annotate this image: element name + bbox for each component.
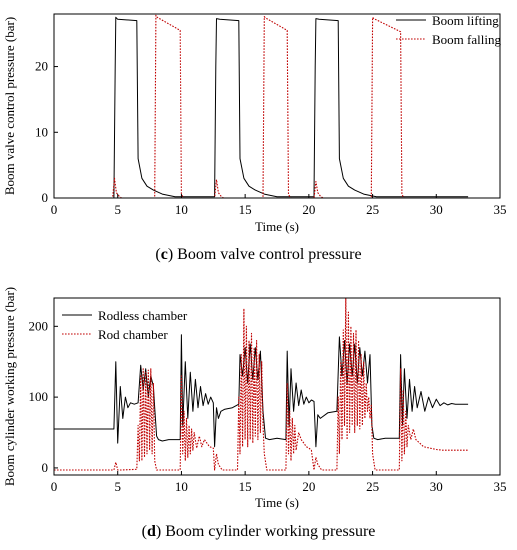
series-line-0-1: [54, 14, 469, 199]
x-tick-label: 20: [302, 479, 315, 494]
x-tick-label: 5: [114, 202, 121, 217]
x-tick-label: 20: [302, 202, 315, 217]
y-tick-label: 100: [29, 389, 49, 404]
series-line-0-0: [54, 16, 469, 199]
y-axis-label: Boom cylinder working pressure (bar): [2, 287, 17, 486]
legend-label-0: Rodless chamber: [98, 308, 188, 323]
x-tick-label: 10: [175, 202, 188, 217]
x-axis-label: Time (s): [255, 219, 299, 234]
x-tick-label: 15: [239, 479, 252, 494]
caption-c: (c) Boom valve control pressure: [155, 246, 362, 263]
x-tick-label: 15: [239, 202, 252, 217]
legend-label-1: Boom falling: [432, 32, 501, 47]
x-tick-label: 25: [366, 479, 379, 494]
x-tick-label: 5: [114, 479, 121, 494]
x-tick-label: 0: [51, 479, 58, 494]
caption-c-text: Boom valve control pressure: [173, 246, 362, 263]
y-tick-label: 0: [42, 190, 49, 205]
plot-frame: [53, 13, 501, 199]
plot-frame: [53, 297, 501, 476]
y-tick-label: 20: [35, 59, 48, 74]
x-tick-label: 10: [175, 479, 188, 494]
legend-label-1: Rod chamber: [98, 327, 168, 342]
x-tick-label: 25: [366, 202, 379, 217]
caption-d: (d) Boom cylinder working pressure: [141, 523, 376, 540]
chart-1: 0 5 10 15 20 25 30 35 0 100 200 Time (s) Boom cylind…: [2, 287, 507, 510]
x-tick-label: 35: [494, 202, 507, 217]
caption-d-letter: d: [146, 523, 156, 540]
x-tick-label: 35: [494, 479, 507, 494]
x-tick-label: 30: [430, 202, 443, 217]
caption-d-text: Boom cylinder working pressure: [161, 523, 376, 540]
x-tick-label: 30: [430, 479, 443, 494]
x-tick-label: 0: [51, 202, 58, 217]
x-axis-label: Time (s): [255, 495, 299, 510]
legend-label-0: Boom lifting: [432, 13, 499, 28]
y-tick-label: 0: [42, 460, 49, 475]
y-tick-label: 10: [35, 124, 48, 139]
y-tick-label: 200: [29, 318, 49, 333]
y-axis-label: Boom valve control pressure (bar): [2, 17, 17, 195]
caption-c-letter: c: [160, 246, 168, 263]
series-line-1-1: [54, 297, 469, 471]
